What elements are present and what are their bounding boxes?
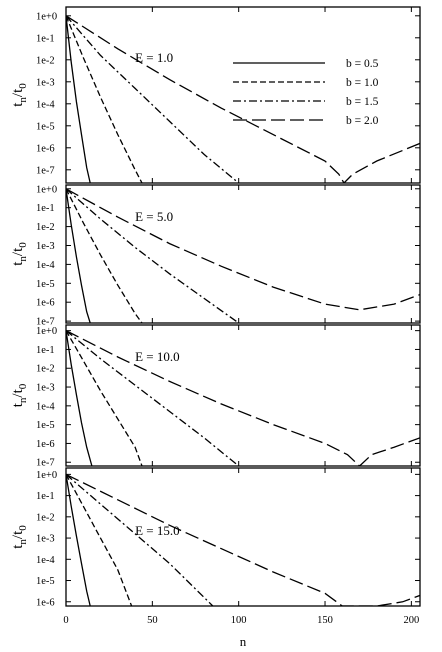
y-tick-label: 1e-4	[36, 555, 55, 566]
panel-annotation: E = 1.0	[135, 50, 173, 65]
x-tick-label: 0	[63, 615, 68, 626]
y-tick-label: 1e-5	[36, 576, 55, 587]
series-line-b-0-5	[66, 188, 91, 323]
panel-frame	[65, 324, 421, 467]
y-tick-label: 1e-6	[36, 439, 55, 450]
y-tick-label: 1e-1	[36, 33, 55, 44]
y-tick-label: 1e-3	[36, 534, 55, 545]
y-tick-label: 1e-6	[36, 597, 55, 608]
series-line-b-0-5	[66, 15, 91, 183]
legend: b = 0.5 b = 1.0 b = 1.5 b = 2.0	[233, 58, 379, 127]
y-tick-label: 1e-2	[36, 222, 55, 233]
y-tick-label: 1e-2	[36, 364, 55, 375]
series-line-b-0-5	[66, 474, 91, 606]
y-tick-label: 1e-4	[36, 260, 55, 271]
y-tick-label: 1e-5	[36, 420, 55, 431]
x-tick-label: 200	[403, 615, 419, 626]
y-tick-label: 1e-3	[36, 383, 55, 394]
series-line-b-2-0	[66, 473, 420, 606]
panel-4: 1e+0 1e-1 1e-2 1e-3 1e-4 1e-5 1e-6 tn/t0 E = 15.…	[10, 467, 421, 608]
chart-panels: 1e+0 1e-1 1e-2 1e-3 1e-4 1e-5 1e-6 1e-7 tn/t0 E =…	[10, 6, 421, 608]
series-line-b-1-5	[66, 188, 240, 323]
legend-label: b = 2.0	[346, 115, 379, 127]
panel-1: 1e+0 1e-1 1e-2 1e-3 1e-4 1e-5 1e-6 1e-7 tn/t0 E =…	[10, 6, 421, 184]
y-tick-label: 1e-2	[36, 512, 55, 523]
y-tick-label: 1e-7	[36, 165, 55, 176]
y-tick-label: 1e+0	[36, 470, 57, 481]
x-tick-label: 50	[147, 615, 158, 626]
x-axis: n 0 50 100 150 200	[63, 615, 419, 649]
series-line-b-1-0	[66, 15, 143, 183]
y-tick-label: 1e+0	[36, 11, 57, 22]
panel-annotation: E = 10.0	[135, 349, 180, 364]
series-line-b-1-0	[66, 330, 143, 466]
y-tick-label: 1e-1	[36, 203, 55, 214]
y-tick-label: 1e-5	[36, 121, 55, 132]
series-line-b-1-0	[66, 474, 133, 606]
y-tick-label: 1e-3	[36, 77, 55, 88]
series-line-b-2-0	[66, 188, 420, 311]
series-line-b-2-0	[66, 15, 420, 183]
panel-frame	[65, 467, 421, 607]
panel-frame	[65, 184, 421, 324]
y-tick-label: 1e+0	[36, 326, 57, 337]
series-line-b-2-0	[66, 330, 420, 466]
series-line-b-0-5	[66, 330, 93, 466]
panel-frame	[65, 6, 421, 184]
y-tick-label: 1e-6	[36, 298, 55, 309]
panel-2: 1e+0 1e-1 1e-2 1e-3 1e-4 1e-5 1e-6 1e-7 tn/t0 E =…	[10, 184, 421, 328]
y-axis-label: tn/t0	[10, 525, 29, 549]
y-tick-label: 1e-3	[36, 241, 55, 252]
y-axis-label: tn/t0	[10, 383, 29, 407]
panel-annotation: E = 15.0	[135, 523, 180, 538]
y-tick-label: 1e-4	[36, 99, 55, 110]
series-line-b-1-0	[66, 188, 143, 323]
panel-3: 1e+0 1e-1 1e-2 1e-3 1e-4 1e-5 1e-6 1e-7 tn/t0 E =…	[10, 324, 421, 469]
y-tick-label: 1e-1	[36, 345, 55, 356]
y-tick-label: 1e-7	[36, 317, 55, 328]
y-tick-label: 1e+0	[36, 184, 57, 195]
series-line-b-1-5	[66, 15, 240, 183]
series-line-b-1-5	[66, 473, 214, 606]
legend-label: b = 0.5	[346, 58, 379, 70]
y-tick-label: 1e-1	[36, 491, 55, 502]
y-tick-label: 1e-7	[36, 458, 55, 469]
y-axis-label: tn/t0	[10, 242, 29, 266]
y-tick-label: 1e-6	[36, 143, 55, 154]
y-tick-label: 1e-5	[36, 279, 55, 290]
legend-label: b = 1.0	[346, 77, 379, 89]
panel-annotation: E = 5.0	[135, 209, 173, 224]
x-tick-label: 100	[231, 615, 247, 626]
x-axis-label: n	[240, 634, 247, 649]
series-line-b-1-5	[66, 330, 240, 466]
y-tick-label: 1e-2	[36, 55, 55, 66]
x-tick-label: 150	[317, 615, 333, 626]
y-axis-label: tn/t0	[10, 83, 29, 107]
y-tick-label: 1e-4	[36, 401, 55, 412]
legend-label: b = 1.5	[346, 96, 379, 108]
